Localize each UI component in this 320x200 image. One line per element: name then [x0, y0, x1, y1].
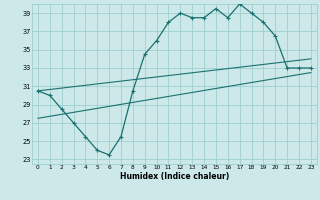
- X-axis label: Humidex (Indice chaleur): Humidex (Indice chaleur): [120, 172, 229, 181]
